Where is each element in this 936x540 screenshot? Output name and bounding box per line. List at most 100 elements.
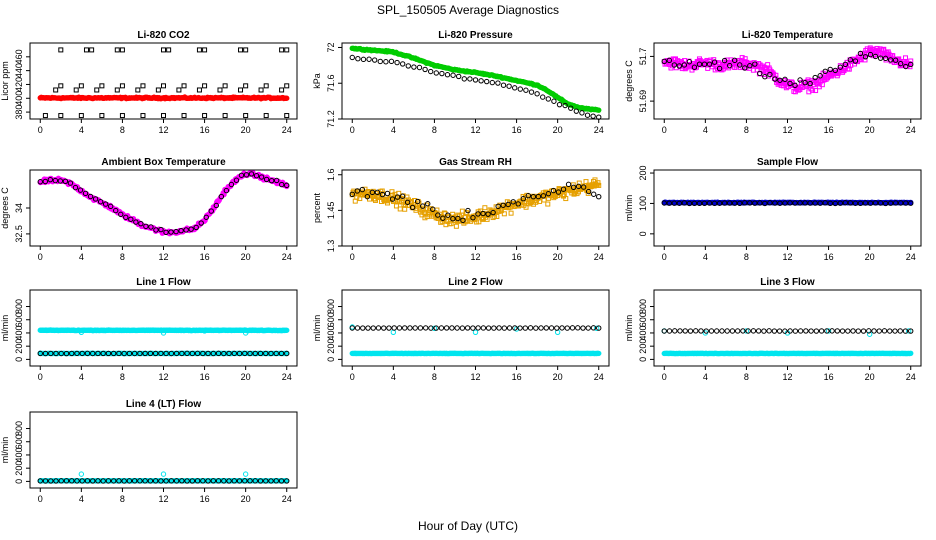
data-point [559, 325, 565, 331]
y-tick-label: 420 [14, 77, 24, 92]
data-point [118, 211, 124, 218]
data-point [832, 200, 838, 207]
x-axis: 0 4 8 12 16 20 24 [350, 366, 604, 382]
data-point [897, 60, 904, 67]
data-point [193, 224, 199, 231]
data-point [845, 328, 851, 334]
data-point [777, 77, 783, 83]
data-point [97, 199, 104, 205]
data-point [797, 200, 803, 206]
data-point [857, 200, 864, 207]
x-tick-label: 0 [662, 252, 667, 262]
data-point [453, 223, 459, 229]
data-point [862, 54, 869, 60]
data-point [263, 83, 269, 89]
data-point [166, 47, 172, 53]
data-point [284, 182, 290, 189]
data-point [896, 56, 902, 62]
data-point [506, 83, 512, 89]
panel-title: Gas Stream RH [439, 157, 512, 168]
y-axis-label: percent [312, 192, 322, 223]
data-point [752, 61, 758, 67]
panel-4: Ambient Box Temperature degrees C 0 4 8 12 16 2… [0, 157, 298, 262]
y-tick-label: 71.2 [326, 110, 336, 128]
data-point [860, 328, 867, 334]
data-point [892, 57, 899, 63]
data-point [430, 206, 436, 212]
data-point [99, 113, 105, 119]
y-tick-label: 800 [326, 299, 336, 314]
data-point [433, 70, 439, 76]
y-tick-label: 0 [14, 479, 24, 484]
data-point [792, 328, 799, 334]
data-point [686, 200, 693, 207]
data-point [83, 47, 89, 53]
data-point [490, 209, 496, 216]
x-tick-label: 12 [470, 125, 480, 135]
data-point [176, 87, 182, 93]
y-tick-label: 71.6 [326, 74, 336, 92]
data-point [198, 220, 204, 226]
data-point [568, 105, 574, 111]
data-point [881, 46, 887, 52]
data-point [742, 65, 748, 71]
data-point [438, 325, 445, 331]
data-point [188, 226, 194, 232]
data-point [551, 98, 557, 104]
data-point [661, 58, 667, 65]
series-1 [37, 327, 290, 334]
data-point [755, 328, 762, 334]
data-point [772, 200, 778, 206]
data-point [119, 83, 125, 89]
series-2 [42, 113, 290, 119]
data-point [455, 73, 462, 80]
data-point [897, 328, 903, 334]
series-1 [349, 177, 602, 229]
data-point [881, 328, 888, 334]
data-point [584, 112, 591, 118]
data-point [813, 88, 819, 94]
data-point [386, 325, 392, 331]
data-point [666, 200, 672, 206]
data-point [279, 47, 285, 53]
data-point [908, 58, 914, 64]
data-point [78, 329, 85, 335]
data-point [119, 113, 125, 119]
data-point [882, 200, 889, 207]
data-point [832, 67, 838, 74]
data-point [515, 201, 521, 207]
x-tick-label: 4 [703, 125, 708, 135]
data-point [222, 83, 228, 89]
data-point [196, 87, 202, 93]
data-point [871, 328, 877, 334]
data-point [222, 113, 228, 119]
data-point [364, 193, 371, 200]
data-point [550, 187, 557, 194]
data-point [168, 229, 174, 235]
data-point [527, 325, 534, 331]
data-point [203, 214, 209, 220]
data-point [243, 83, 249, 89]
data-point [747, 200, 753, 206]
data-point [902, 328, 909, 334]
data-point [693, 328, 699, 334]
x-tick-label: 4 [703, 252, 708, 262]
data-point [575, 183, 582, 190]
data-point [564, 325, 570, 331]
data-point [538, 325, 544, 331]
data-point [202, 113, 208, 119]
data-point [484, 78, 490, 85]
data-point [822, 200, 828, 206]
data-point [842, 200, 849, 206]
series-3 [661, 328, 914, 334]
x-tick-label: 4 [79, 125, 84, 135]
data-point [379, 191, 386, 198]
series-2 [37, 171, 290, 236]
data-point [114, 327, 120, 334]
data-point [443, 325, 450, 331]
